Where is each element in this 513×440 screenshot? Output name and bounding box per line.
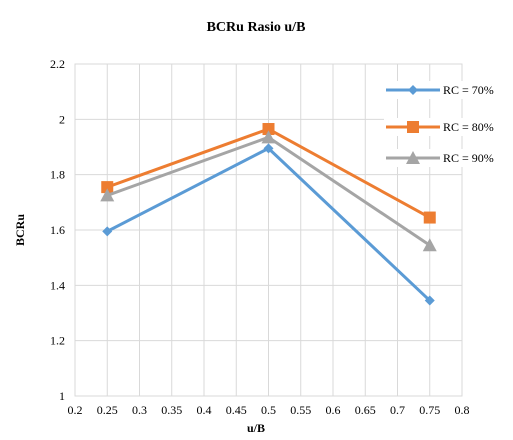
x-tick-label: 0.65 [355,403,376,417]
legend-marker-2 [407,121,419,133]
x-tick-label: 0.55 [290,403,311,417]
chart-title: BCRu Rasio u/B [207,20,306,35]
x-tick-label: 0.7 [390,403,405,417]
y-tick-label: 2 [59,112,65,126]
data-point-marker [423,211,436,224]
data-point-marker [101,181,114,194]
legend: RC = 70% RC = 80% RC = 90% [384,81,509,167]
x-tick-labels: 0.2 0.25 0.3 0.35 0.4 0.45 0.5 0.55 0.6 0.65 0.7 0.… [68,403,470,417]
y-tick-label: 1.8 [50,168,65,182]
y-tick-label: 1.2 [50,334,65,348]
y-tick-label: 1.4 [50,278,65,292]
legend-marker-3 [406,151,420,164]
data-point-marker [100,188,115,202]
y-axis-title: BCRu [13,214,27,246]
x-tick-label: 0.4 [197,403,212,417]
x-tick-label: 0.25 [97,403,118,417]
y-tick-label: 2.2 [50,57,65,71]
x-tick-label: 0.6 [326,403,341,417]
y-tick-label: 1.6 [50,223,65,237]
x-tick-label: 0.3 [132,403,147,417]
data-point-marker [102,226,113,237]
x-tick-label: 0.2 [68,403,83,417]
data-point-marker [424,295,435,306]
x-tick-label: 0.45 [226,403,247,417]
data-point-marker [422,238,437,252]
x-tick-label: 0.35 [161,403,182,417]
y-tick-label: 1 [59,389,65,403]
legend-label-2: RC = 80% [443,120,494,134]
legend-entry-background [384,81,509,99]
series-lines [100,123,437,306]
legend-marker-1 [408,85,418,95]
legend-label-1: RC = 70% [443,83,494,97]
y-tick-labels: 1 1.2 1.4 1.6 1.8 2 2.2 [50,57,65,403]
x-tick-label: 0.5 [261,403,276,417]
x-tick-label: 0.8 [455,403,470,417]
data-point-marker [262,123,275,136]
data-point-marker [263,143,274,154]
x-axis-title: u/B [247,421,265,435]
x-tick-label: 0.75 [419,403,440,417]
legend-label-3: RC = 90% [443,151,494,165]
data-point-marker [261,130,276,144]
